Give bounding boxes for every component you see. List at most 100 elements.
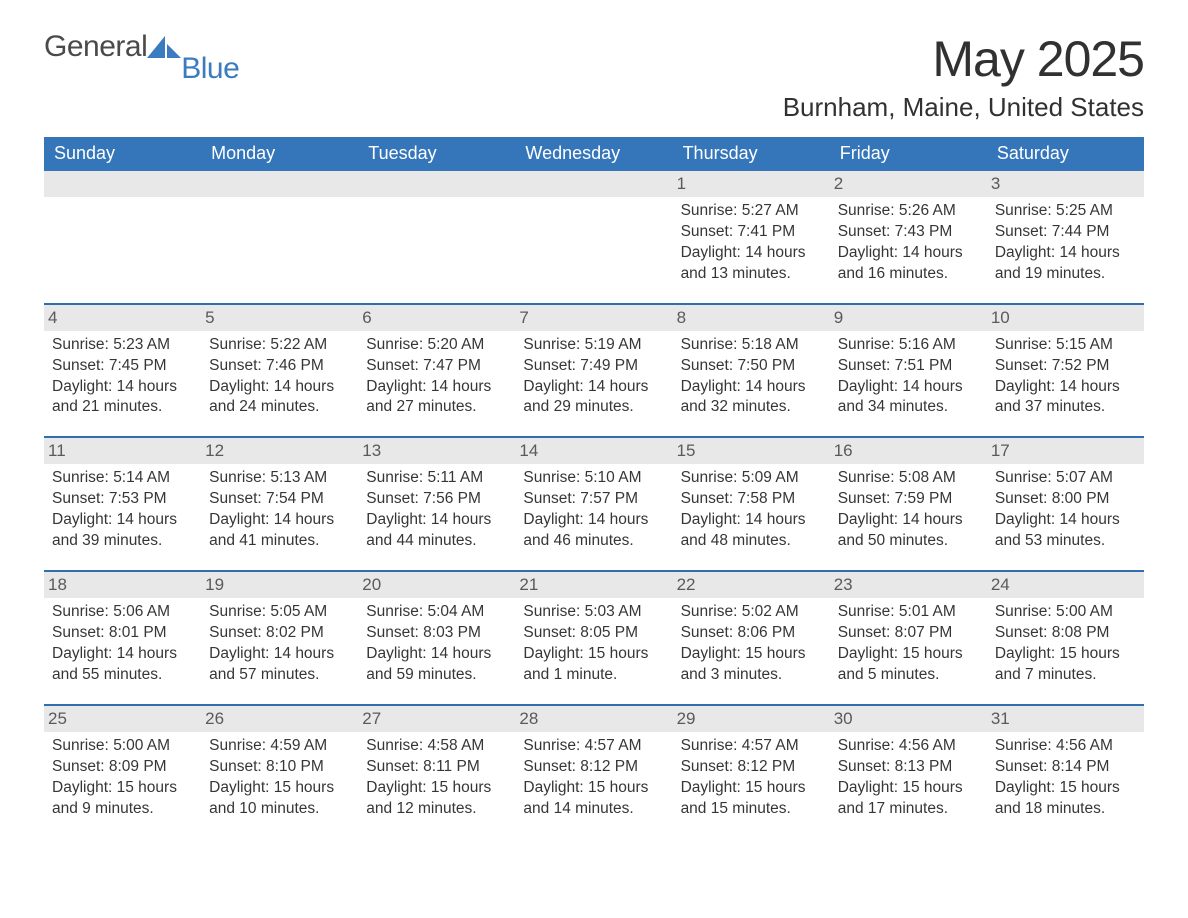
- day-body: Sunrise: 5:10 AMSunset: 7:57 PMDaylight:…: [523, 468, 664, 552]
- sunset-line-label: Sunset:: [523, 357, 576, 374]
- sunset-line-value: 7:46 PM: [266, 357, 324, 374]
- daylight-line: Daylight: 14 hours and 21 minutes.: [52, 377, 193, 419]
- daylight-line: Daylight: 14 hours and 37 minutes.: [995, 377, 1136, 419]
- calendar-day-empty: [44, 171, 201, 304]
- daylight-line: Daylight: 15 hours and 3 minutes.: [681, 644, 822, 686]
- daylight-line-label: Daylight:: [681, 511, 741, 528]
- sunrise-line: Sunrise: 5:08 AM: [838, 468, 979, 489]
- sunrise-line: Sunrise: 5:16 AM: [838, 335, 979, 356]
- day-number: 23: [830, 572, 987, 598]
- sunset-line-label: Sunset:: [838, 758, 891, 775]
- day-body: Sunrise: 5:13 AMSunset: 7:54 PMDaylight:…: [209, 468, 350, 552]
- daylight-line: Daylight: 15 hours and 5 minutes.: [838, 644, 979, 686]
- day-body: Sunrise: 5:02 AMSunset: 8:06 PMDaylight:…: [681, 602, 822, 686]
- sunrise-line-value: 5:25 AM: [1056, 202, 1113, 219]
- daylight-line-label: Daylight:: [209, 779, 269, 796]
- sunrise-line-value: 5:15 AM: [1056, 336, 1113, 353]
- calendar-day: 26Sunrise: 4:59 AMSunset: 8:10 PMDayligh…: [201, 705, 358, 838]
- day-number: 22: [673, 572, 830, 598]
- sunset-line: Sunset: 7:56 PM: [366, 489, 507, 510]
- sunset-line-value: 7:53 PM: [109, 490, 167, 507]
- sunset-line-value: 7:47 PM: [423, 357, 481, 374]
- sunrise-line-label: Sunrise:: [681, 737, 738, 754]
- daylight-line-label: Daylight:: [523, 511, 583, 528]
- day-number: 13: [358, 438, 515, 464]
- sunset-line: Sunset: 8:12 PM: [681, 757, 822, 778]
- sunset-line: Sunset: 8:08 PM: [995, 623, 1136, 644]
- sunset-line-value: 8:12 PM: [737, 758, 795, 775]
- location: Burnham, Maine, United States: [783, 92, 1144, 123]
- sunrise-line-value: 4:57 AM: [742, 737, 799, 754]
- sunset-line-label: Sunset:: [366, 758, 419, 775]
- sunrise-line-label: Sunrise:: [366, 603, 423, 620]
- sunset-line-label: Sunset:: [209, 758, 262, 775]
- sunrise-line-label: Sunrise:: [523, 603, 580, 620]
- day-number: 25: [44, 706, 201, 732]
- day-number: 3: [987, 171, 1144, 197]
- sunset-line-label: Sunset:: [838, 357, 891, 374]
- sunrise-line: Sunrise: 5:27 AM: [681, 201, 822, 222]
- sunrise-line-value: 5:27 AM: [742, 202, 799, 219]
- calendar-day: 16Sunrise: 5:08 AMSunset: 7:59 PMDayligh…: [830, 437, 987, 571]
- day-body: Sunrise: 4:56 AMSunset: 8:13 PMDaylight:…: [838, 736, 979, 820]
- sunrise-line-label: Sunrise:: [681, 469, 738, 486]
- day-number: 30: [830, 706, 987, 732]
- sunset-line-value: 8:03 PM: [423, 624, 481, 641]
- sunset-line-label: Sunset:: [366, 357, 419, 374]
- day-number: 24: [987, 572, 1144, 598]
- day-body: Sunrise: 5:14 AMSunset: 7:53 PM Daylight:…: [52, 468, 193, 552]
- sunset-line: Sunset: 7:58 PM: [681, 489, 822, 510]
- calendar-day: 27Sunrise: 4:58 AMSunset: 8:11 PMDayligh…: [358, 705, 515, 838]
- sunrise-line-value: 5:14 AM: [113, 469, 170, 486]
- sunrise-line: Sunrise: 5:10 AM: [523, 468, 664, 489]
- day-body: Sunrise: 5:19 AMSunset: 7:49 PMDaylight:…: [523, 335, 664, 419]
- sunrise-line-value: 4:57 AM: [585, 737, 642, 754]
- day-number: 15: [673, 438, 830, 464]
- day-body: Sunrise: 5:05 AMSunset: 8:02 PMDaylight:…: [209, 602, 350, 686]
- daylight-line-label: Daylight:: [838, 645, 898, 662]
- calendar-day: 11Sunrise: 5:14 AMSunset: 7:53 PMDayligh…: [44, 437, 201, 571]
- calendar-week: 18Sunrise: 5:06 AMSunset: 8:01 PMDayligh…: [44, 571, 1144, 705]
- daylight-line-label: Daylight:: [523, 779, 583, 796]
- day-body: Sunrise: 5:16 AMSunset: 7:51 PMDaylight:…: [838, 335, 979, 419]
- sunset-line: Sunset: 7:57 PM: [523, 489, 664, 510]
- day-body: Sunrise: 5:04 AMSunset: 8:03 PMDaylight:…: [366, 602, 507, 686]
- sunset-line-label: Sunset:: [681, 758, 734, 775]
- calendar-day: 13Sunrise: 5:11 AMSunset: 7:56 PMDayligh…: [358, 437, 515, 571]
- sunset-line-value: 7:44 PM: [1052, 223, 1110, 240]
- daylight-line: Daylight: 14 hours and 39 minutes.: [52, 510, 193, 552]
- calendar-head: SundayMondayTuesdayWednesdayThursdayFrid…: [44, 137, 1144, 171]
- daylight-line: Daylight: 15 hours and 18 minutes.: [995, 778, 1136, 820]
- weekday-header: Sunday: [44, 137, 201, 171]
- daylight-line-label: Daylight:: [52, 645, 112, 662]
- day-body: Sunrise: 5:27 AMSunset: 7:41 PMDaylight:…: [681, 201, 822, 285]
- sunset-line: Sunset: 8:02 PM: [209, 623, 350, 644]
- sunset-line-label: Sunset:: [52, 490, 105, 507]
- daylight-line-label: Daylight:: [681, 645, 741, 662]
- weekday-header: Monday: [201, 137, 358, 171]
- sunset-line: Sunset: 8:11 PM: [366, 757, 507, 778]
- daylight-line-label: Daylight:: [838, 511, 898, 528]
- sunrise-line-label: Sunrise:: [995, 603, 1052, 620]
- day-number: 10: [987, 305, 1144, 331]
- day-body: Sunrise: 5:08 AMSunset: 7:59 PMDaylight:…: [838, 468, 979, 552]
- day-number: 5: [201, 305, 358, 331]
- sunset-line: Sunset: 8:12 PM: [523, 757, 664, 778]
- daylight-line-label: Daylight:: [52, 378, 112, 395]
- sunrise-line-label: Sunrise:: [209, 737, 266, 754]
- page: General Blue May 2025 Burnham, Maine, Un…: [0, 0, 1188, 877]
- day-number: 29: [673, 706, 830, 732]
- sunset-line-label: Sunset:: [523, 624, 576, 641]
- sunrise-line-value: 5:07 AM: [1056, 469, 1113, 486]
- sunset-line-value: 8:11 PM: [423, 758, 480, 775]
- day-body: Sunrise: 5:07 AMSunset: 8:00 PMDaylight:…: [995, 468, 1136, 552]
- sunrise-line-value: 4:59 AM: [270, 737, 327, 754]
- calendar-day: 17Sunrise: 5:07 AMSunset: 8:00 PMDayligh…: [987, 437, 1144, 571]
- sunset-line-value: 8:09 PM: [109, 758, 167, 775]
- calendar-week: 4Sunrise: 5:23 AMSunset: 7:45 PMDaylight…: [44, 304, 1144, 438]
- sunrise-line: Sunrise: 5:14 AM: [52, 468, 193, 489]
- brand-logo: General Blue: [44, 30, 243, 64]
- day-body: Sunrise: 5:06 AMSunset: 8:01 PMDaylight:…: [52, 602, 193, 686]
- sunset-line: Sunset: 8:14 PM: [995, 757, 1136, 778]
- calendar-day: 23Sunrise: 5:01 AMSunset: 8:07 PMDayligh…: [830, 571, 987, 705]
